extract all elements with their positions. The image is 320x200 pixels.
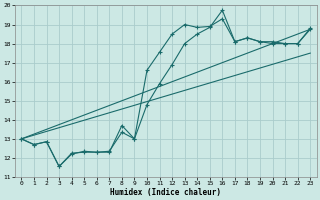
X-axis label: Humidex (Indice chaleur): Humidex (Indice chaleur)	[110, 188, 221, 197]
